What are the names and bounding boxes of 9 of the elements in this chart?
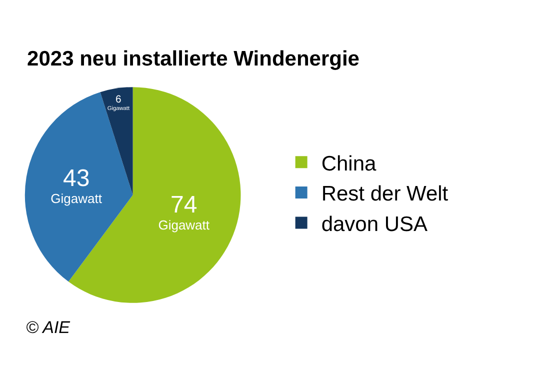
chart-title: 2023 neu installierte Windenergie	[27, 47, 360, 70]
data-label: 43 Gigawatt	[50, 165, 102, 206]
text: © AIE	[26, 318, 71, 337]
legend-label: davon USA	[321, 212, 428, 236]
pie-slice	[24, 92, 133, 282]
pie-slice	[100, 87, 133, 196]
data-label: 74 Gigawatt	[158, 191, 210, 232]
legend-label: China	[321, 152, 377, 176]
legend-label: Rest der Welt	[321, 182, 448, 206]
